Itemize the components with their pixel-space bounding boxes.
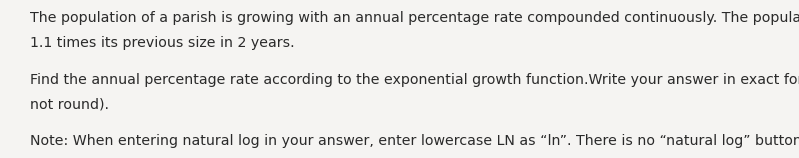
- Text: The population of a parish is growing with an annual percentage rate compounded : The population of a parish is growing wi…: [30, 11, 799, 25]
- Text: not round).: not round).: [30, 97, 109, 111]
- Text: Note: When entering natural log in your answer, enter lowercase LN as “ln”. Ther: Note: When entering natural log in your …: [30, 134, 799, 148]
- Text: 1.1 times its previous size in 2 years.: 1.1 times its previous size in 2 years.: [30, 36, 295, 50]
- Text: Find the annual percentage rate according to the exponential growth function.Wri: Find the annual percentage rate accordin…: [30, 73, 799, 87]
